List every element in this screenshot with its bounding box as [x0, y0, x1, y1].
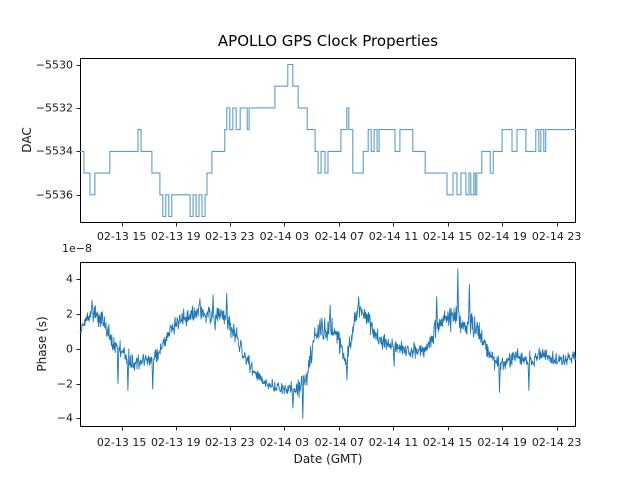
top-x-tick-label: 02-13 23 [205, 230, 255, 243]
bottom-x-tick-label: 02-14 11 [368, 436, 419, 449]
top-x-tick-label: 02-13 15 [96, 230, 147, 243]
axes-spines [80, 262, 576, 427]
top-x-tick-label: 02-14 15 [422, 230, 473, 243]
top-y-tick-label: −5532 [35, 101, 73, 115]
bottom-y-tick-label: 4 [66, 272, 73, 286]
top-y-tick-label: −5536 [35, 188, 73, 202]
top-x-tick-label: 02-14 11 [368, 230, 419, 243]
bottom-y-tick-label: −2 [56, 377, 73, 391]
bottom-y-tick-label: 0 [66, 342, 73, 356]
top-x-tick-label: 02-14 19 [477, 230, 527, 243]
x-axis-label: Date (GMT) [293, 452, 363, 466]
top-x-tick-label: 02-14 07 [314, 230, 365, 243]
dac-step-line [80, 63, 576, 218]
top-x-tick-label: 02-14 23 [531, 230, 582, 243]
top-y-tick-label: −5534 [35, 144, 73, 158]
top-axes [76, 58, 576, 227]
bottom-x-tick-label: 02-14 03 [259, 436, 310, 449]
bottom-x-tick-label: 02-13 15 [96, 436, 147, 449]
bottom-x-tick-label: 02-14 15 [422, 436, 473, 449]
top-x-tick-label: 02-13 19 [150, 230, 201, 243]
bottom-x-tick-label: 02-14 19 [477, 436, 527, 449]
chart-title: APOLLO GPS Clock Properties [217, 32, 439, 50]
bottom-x-tick-label: 02-14 07 [314, 436, 365, 449]
bottom-axes [76, 262, 577, 431]
bottom-x-tick-label: 02-14 23 [531, 436, 582, 449]
bottom-y-tick-label: −4 [56, 411, 73, 425]
top-x-tick-label: 02-14 03 [259, 230, 310, 243]
bottom-x-tick-label: 02-13 23 [205, 436, 255, 449]
y-offset-label: 1e−8 [62, 242, 92, 255]
phase-noise-line [79, 268, 577, 419]
top-y-tick-label: −5530 [35, 58, 73, 71]
bottom-y-tick-label: 2 [66, 307, 73, 321]
axes-spines [80, 58, 576, 223]
bottom-x-tick-label: 02-13 19 [150, 436, 201, 449]
